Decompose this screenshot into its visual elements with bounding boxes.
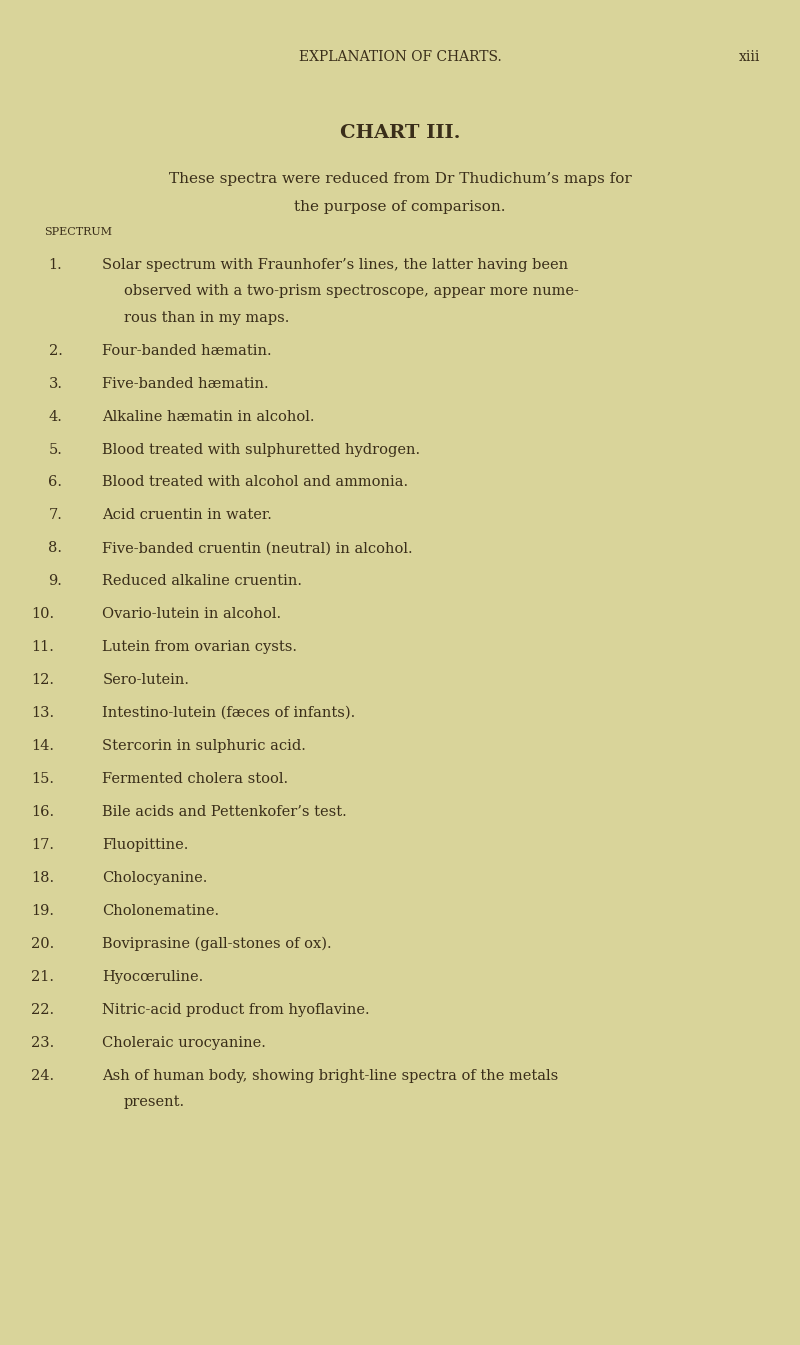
Text: 8.: 8.: [48, 541, 62, 555]
Text: Cholonematine.: Cholonematine.: [102, 904, 219, 917]
Text: 22.: 22.: [31, 1002, 54, 1017]
Text: 6.: 6.: [48, 475, 62, 490]
Text: 21.: 21.: [31, 970, 54, 983]
Text: Nitric-acid product from hyoflavine.: Nitric-acid product from hyoflavine.: [102, 1002, 370, 1017]
Text: 10.: 10.: [31, 607, 54, 621]
Text: Fermented cholera stool.: Fermented cholera stool.: [102, 772, 289, 785]
Text: 11.: 11.: [31, 640, 54, 654]
Text: Blood treated with alcohol and ammonia.: Blood treated with alcohol and ammonia.: [102, 475, 409, 490]
Text: 19.: 19.: [31, 904, 54, 917]
Text: 2.: 2.: [49, 343, 62, 358]
Text: Stercorin in sulphuric acid.: Stercorin in sulphuric acid.: [102, 738, 306, 753]
Text: 3.: 3.: [48, 377, 62, 390]
Text: Cholocyanine.: Cholocyanine.: [102, 870, 208, 885]
Text: xiii: xiii: [738, 50, 760, 63]
Text: SPECTRUM: SPECTRUM: [44, 227, 112, 237]
Text: Ash of human body, showing bright-line spectra of the metals: Ash of human body, showing bright-line s…: [102, 1068, 558, 1083]
Text: These spectra were reduced from Dr Thudichum’s maps for: These spectra were reduced from Dr Thudi…: [169, 172, 631, 186]
Text: Blood treated with sulphuretted hydrogen.: Blood treated with sulphuretted hydrogen…: [102, 443, 421, 456]
Text: Ovario-lutein in alcohol.: Ovario-lutein in alcohol.: [102, 607, 282, 621]
Text: Bile acids and Pettenkofer’s test.: Bile acids and Pettenkofer’s test.: [102, 804, 347, 819]
Text: Hyocœruline.: Hyocœruline.: [102, 970, 204, 983]
Text: the purpose of comparison.: the purpose of comparison.: [294, 200, 506, 214]
Text: Five-banded hæmatin.: Five-banded hæmatin.: [102, 377, 269, 390]
Text: Reduced alkaline cruentin.: Reduced alkaline cruentin.: [102, 574, 302, 588]
Text: 7.: 7.: [49, 508, 62, 522]
Text: 17.: 17.: [31, 838, 54, 851]
Text: 24.: 24.: [31, 1068, 54, 1083]
Text: Five-banded cruentin (neutral) in alcohol.: Five-banded cruentin (neutral) in alcoho…: [102, 541, 413, 555]
Text: 16.: 16.: [31, 804, 54, 819]
Text: 23.: 23.: [31, 1036, 54, 1049]
Text: EXPLANATION OF CHARTS.: EXPLANATION OF CHARTS.: [298, 50, 502, 63]
Text: Acid cruentin in water.: Acid cruentin in water.: [102, 508, 272, 522]
Text: Solar spectrum with Fraunhofer’s lines, the latter having been: Solar spectrum with Fraunhofer’s lines, …: [102, 258, 569, 272]
Text: 1.: 1.: [49, 258, 62, 272]
Text: 4.: 4.: [49, 409, 62, 424]
Text: 13.: 13.: [31, 706, 54, 720]
Text: present.: present.: [124, 1095, 185, 1108]
Text: 18.: 18.: [31, 870, 54, 885]
Text: Fluopittine.: Fluopittine.: [102, 838, 189, 851]
Text: rous than in my maps.: rous than in my maps.: [124, 311, 290, 324]
Text: 5.: 5.: [49, 443, 62, 456]
Text: 14.: 14.: [31, 738, 54, 753]
Text: Boviprasine (gall-stones of ox).: Boviprasine (gall-stones of ox).: [102, 936, 332, 951]
Text: Four-banded hæmatin.: Four-banded hæmatin.: [102, 343, 272, 358]
Text: 12.: 12.: [31, 672, 54, 687]
Text: Intestino-lutein (fæces of infants).: Intestino-lutein (fæces of infants).: [102, 706, 356, 720]
Text: Alkaline hæmatin in alcohol.: Alkaline hæmatin in alcohol.: [102, 409, 315, 424]
Text: 15.: 15.: [31, 772, 54, 785]
Text: 9.: 9.: [49, 574, 62, 588]
Text: CHART III.: CHART III.: [340, 124, 460, 141]
Text: Sero-lutein.: Sero-lutein.: [102, 672, 190, 687]
Text: Lutein from ovarian cysts.: Lutein from ovarian cysts.: [102, 640, 298, 654]
Text: Choleraic urocyanine.: Choleraic urocyanine.: [102, 1036, 266, 1049]
Text: observed with a two-prism spectroscope, appear more nume-: observed with a two-prism spectroscope, …: [124, 285, 579, 299]
Text: 20.: 20.: [31, 936, 54, 951]
